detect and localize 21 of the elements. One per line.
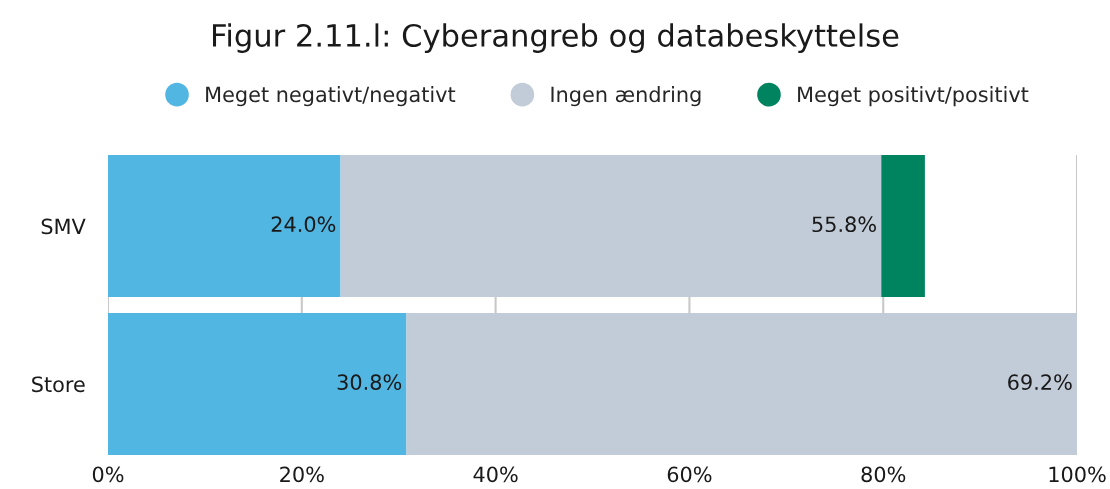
x-tick-label: 80%	[861, 466, 906, 483]
bar	[340, 155, 882, 298]
chart-title: Figur 2.11.l: Cyberangreb og databeskyttelse	[213, 23, 899, 53]
x-tick-label: 20%	[280, 466, 324, 483]
data-label: 24.0%	[271, 216, 336, 233]
x-tick-label: 100%	[1049, 466, 1106, 483]
x-tick-label: 60%	[667, 466, 712, 483]
y-tick-label: Store	[32, 376, 85, 393]
data-label: 55.8%	[812, 216, 876, 233]
bar	[108, 312, 407, 456]
y-tick-label: SMV	[41, 218, 86, 235]
bar	[108, 155, 341, 298]
legend-label: Meget positivt/positivt	[798, 86, 1029, 107]
bar	[881, 155, 925, 298]
bar	[406, 312, 1078, 456]
legend-label: Meget negativt/negativt	[206, 86, 456, 107]
data-label: 69.2%	[1008, 374, 1072, 391]
x-tick-label: 40%	[473, 466, 518, 483]
legend-label: Ingen ændring	[551, 86, 701, 107]
data-label: 30.8%	[337, 374, 402, 391]
x-tick-label: 0%	[92, 466, 124, 483]
